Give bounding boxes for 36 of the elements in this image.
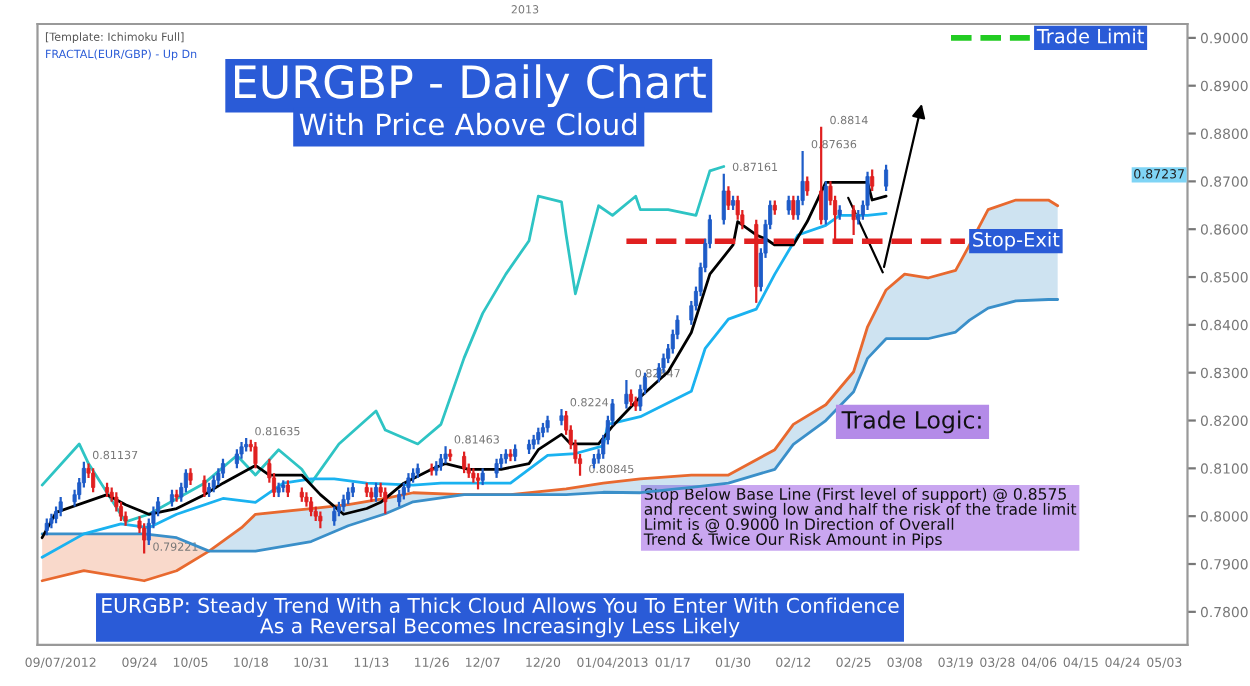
candlestick bbox=[91, 467, 96, 494]
annotation: Trade Logic: bbox=[841, 410, 981, 434]
candlestick bbox=[373, 481, 379, 503]
candlestick bbox=[443, 445, 448, 465]
candlestick bbox=[58, 495, 63, 518]
candlestick bbox=[494, 457, 499, 480]
candlestick bbox=[114, 491, 119, 513]
text: EURGBP - Daily Chart bbox=[235, 64, 706, 108]
candlestick bbox=[462, 450, 467, 475]
candlestick bbox=[851, 204, 856, 237]
candlestick bbox=[721, 172, 726, 226]
candlestick bbox=[202, 474, 207, 499]
candlestick bbox=[726, 185, 731, 212]
candlestick bbox=[823, 180, 828, 226]
candlestick bbox=[309, 495, 314, 518]
annotation: EURGBP: Steady Trend With a Thick Cloud Allows You To Enter With Confidence As a Reversal Becomes Increasingly Less Likely bbox=[102, 597, 899, 638]
candlestick bbox=[406, 472, 411, 494]
candlestick bbox=[805, 175, 810, 197]
candlestick bbox=[332, 505, 337, 527]
series-label: Stop-Exit bbox=[973, 231, 1060, 251]
candlestick bbox=[624, 378, 629, 410]
candlestick bbox=[865, 170, 870, 212]
candlestick bbox=[870, 168, 875, 193]
candlestick bbox=[220, 457, 226, 480]
candlestick bbox=[234, 448, 239, 470]
candlestick bbox=[884, 163, 889, 193]
candlestick bbox=[383, 486, 388, 515]
candlestick bbox=[253, 440, 258, 470]
candlestick bbox=[118, 500, 124, 523]
text: With Price Above Cloud bbox=[299, 112, 637, 136]
series-label: Trade Limit bbox=[1036, 28, 1144, 44]
candlestick bbox=[735, 194, 740, 221]
candlestick bbox=[183, 468, 188, 494]
candlestick bbox=[786, 194, 791, 216]
candlestick bbox=[142, 522, 147, 555]
candlestick bbox=[791, 194, 796, 221]
